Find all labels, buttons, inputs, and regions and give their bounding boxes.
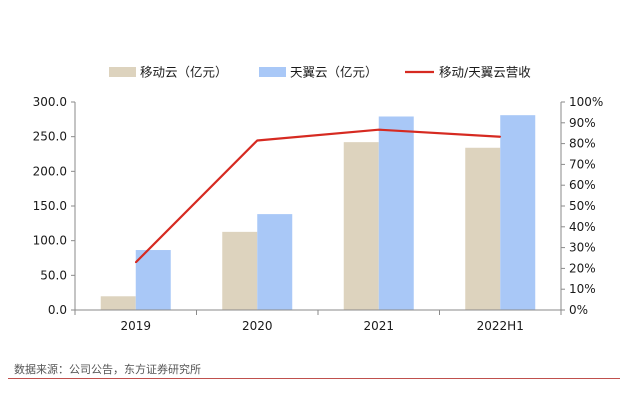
ratio-point: [499, 135, 502, 138]
bar-tianyi-cloud: [135, 250, 171, 310]
right-tick-label: 70%: [569, 157, 596, 171]
ratio-point: [377, 128, 380, 131]
x-tick-label: 2022H1: [477, 319, 524, 333]
right-tick-label: 40%: [569, 220, 596, 234]
bar-mobile-cloud: [343, 142, 379, 310]
bar-tianyi-cloud: [500, 115, 536, 310]
bar-tianyi-cloud: [257, 214, 293, 310]
left-tick-label: 100.0: [33, 234, 67, 248]
bar-mobile-cloud: [222, 231, 258, 310]
line-series: [134, 128, 502, 264]
right-axis: 0% 10% 20% 30% 40% 50% 60% 70% 80% 90% 100%: [560, 95, 603, 317]
x-tick-label: 2021: [363, 319, 394, 333]
source-note: 数据来源：公司公告，东方证券研究所: [14, 363, 201, 376]
right-tick-label: 100%: [569, 95, 603, 109]
legend-swatch: [259, 67, 286, 77]
left-tick-label: 200.0: [33, 164, 67, 178]
bar-tianyi-cloud: [378, 116, 414, 311]
x-tick-label: 2020: [242, 319, 273, 333]
bar-mobile-cloud: [100, 296, 136, 310]
legend: 移动云（亿元） 天翼云（亿元） 移动/天翼云营收: [109, 65, 531, 80]
right-tick-label: 60%: [569, 178, 596, 192]
legend-label: 移动/天翼云营收: [439, 65, 531, 80]
left-tick-label: 0.0: [48, 303, 67, 317]
right-tick-label: 50%: [569, 199, 596, 213]
legend-label: 移动云（亿元）: [140, 65, 228, 80]
x-axis: 2019 2020 2021 2022H1: [74, 309, 562, 333]
left-tick-label: 300.0: [33, 95, 67, 109]
left-tick-label: 150.0: [33, 199, 67, 213]
x-tick-label: 2019: [120, 319, 151, 333]
right-tick-label: 30%: [569, 241, 596, 255]
right-tick-label: 80%: [569, 137, 596, 151]
bars: [100, 115, 536, 311]
left-tick-label: 250.0: [33, 130, 67, 144]
right-tick-label: 90%: [569, 116, 596, 130]
legend-swatch: [109, 67, 136, 77]
left-tick-label: 50.0: [40, 268, 67, 282]
ratio-line: [134, 128, 501, 264]
bar-mobile-cloud: [465, 147, 501, 310]
right-tick-label: 10%: [569, 282, 596, 296]
ratio-point: [134, 261, 137, 264]
ratio-point: [256, 139, 259, 142]
source-divider: [8, 378, 620, 379]
legend-label: 天翼云（亿元）: [290, 65, 378, 80]
left-axis: 0.0 50.0 100.0 150.0 200.0 250.0 300.0: [33, 95, 76, 317]
right-tick-label: 20%: [569, 261, 596, 275]
right-tick-label: 0%: [569, 303, 588, 317]
